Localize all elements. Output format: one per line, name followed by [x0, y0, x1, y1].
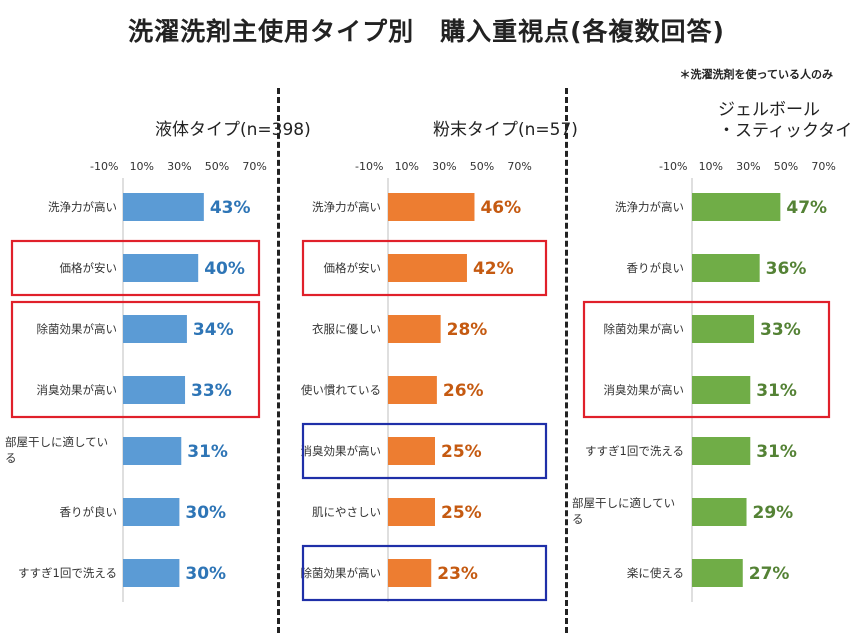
category-label: すすぎ1回で洗える: [18, 566, 117, 580]
bar: [692, 498, 747, 526]
bar: [692, 376, 751, 404]
data-label: 46%: [480, 198, 521, 218]
bar: [388, 193, 475, 221]
data-label: 33%: [191, 381, 232, 401]
panel-title: ・スティックタイプ(n=45): [718, 121, 853, 141]
tick-label: 70%: [507, 160, 531, 173]
data-label: 34%: [193, 320, 234, 340]
data-label: 28%: [447, 320, 488, 340]
category-label: 洗浄力が高い: [48, 200, 117, 214]
category-label: 消臭効果が高い: [604, 383, 685, 397]
category-label: 価格が安い: [324, 261, 382, 275]
bar: [123, 559, 180, 587]
data-label: 23%: [437, 564, 478, 584]
bar: [692, 437, 751, 465]
bar: [123, 315, 187, 343]
bar: [692, 254, 760, 282]
panel-title: 粉末タイプ(n=57): [433, 120, 578, 140]
data-label: 47%: [786, 198, 827, 218]
data-label: 29%: [753, 503, 794, 523]
category-label: 部屋干しに適してい: [572, 496, 675, 510]
tick-label: 50%: [205, 160, 229, 173]
tick-label: 50%: [470, 160, 494, 173]
tick-label: -10%: [659, 160, 687, 173]
data-label: 30%: [185, 564, 226, 584]
category-label: る: [5, 451, 17, 465]
highlight-box: [582, 300, 831, 419]
tick-label: -10%: [90, 160, 118, 173]
bar: [692, 559, 743, 587]
bar: [388, 315, 441, 343]
data-label: 26%: [443, 381, 484, 401]
data-label: 31%: [187, 442, 228, 462]
bar: [388, 559, 432, 587]
data-label: 27%: [749, 564, 790, 584]
bar: [123, 437, 182, 465]
data-label: 25%: [441, 503, 482, 523]
category-label: 使い慣れている: [301, 383, 381, 397]
tick-label: 10%: [699, 160, 723, 173]
panel-title: ジェルボール: [718, 100, 820, 120]
data-label: 31%: [756, 442, 797, 462]
tick-label: 10%: [395, 160, 419, 173]
bar: [692, 193, 781, 221]
category-label: 肌にやさしい: [312, 505, 381, 519]
data-label: 42%: [473, 259, 514, 279]
page-title: 洗濯洗剤主使用タイプ別 購入重視点(各複数回答): [128, 17, 725, 46]
bar: [388, 376, 437, 404]
bar: [692, 315, 755, 343]
bar: [388, 498, 435, 526]
category-label: 衣服に優しい: [312, 322, 381, 336]
highlight-box: [10, 239, 261, 297]
panel-divider-left: [277, 88, 280, 633]
data-label: 36%: [766, 259, 807, 279]
data-label: 25%: [441, 442, 482, 462]
category-label: 香りが良い: [627, 261, 685, 275]
data-label: 43%: [210, 198, 251, 218]
tick-label: 30%: [167, 160, 191, 173]
category-label: 除菌効果が高い: [301, 566, 382, 580]
tick-label: 70%: [242, 160, 266, 173]
category-label: 香りが良い: [60, 505, 118, 519]
tick-label: 30%: [736, 160, 760, 173]
tick-label: 30%: [432, 160, 456, 173]
data-label: 40%: [204, 259, 245, 279]
category-label: 除菌効果が高い: [37, 322, 118, 336]
panel-title: 液体タイプ(n=398): [155, 120, 311, 140]
bar: [123, 193, 204, 221]
highlight-box: [301, 239, 548, 297]
data-label: 31%: [756, 381, 797, 401]
category-label: 除菌効果が高い: [604, 322, 685, 336]
bar: [123, 376, 186, 404]
data-label: 30%: [185, 503, 226, 523]
category-label: 部屋干しに適してい: [5, 435, 108, 449]
bar: [388, 437, 435, 465]
sample-note: ＊洗濯洗剤を使っている人のみ: [679, 68, 833, 81]
tick-label: 50%: [774, 160, 798, 173]
category-label: 洗浄力が高い: [312, 200, 381, 214]
bar: [123, 498, 180, 526]
category-label: すすぎ1回で洗える: [585, 444, 684, 458]
data-label: 33%: [760, 320, 801, 340]
bar: [123, 254, 199, 282]
highlight-box: [301, 422, 548, 480]
tick-label: 70%: [811, 160, 835, 173]
category-label: 洗浄力が高い: [615, 200, 684, 214]
category-label: 価格が安い: [60, 261, 118, 275]
category-label: 消臭効果が高い: [301, 444, 382, 458]
tick-label: 10%: [130, 160, 154, 173]
category-label: 楽に使える: [627, 566, 684, 580]
highlight-box: [10, 300, 261, 419]
category-label: る: [572, 512, 584, 526]
panel-divider-right: [565, 88, 568, 633]
category-label: 消臭効果が高い: [37, 383, 118, 397]
bar: [388, 254, 467, 282]
highlight-box: [301, 544, 548, 602]
tick-label: -10%: [355, 160, 383, 173]
